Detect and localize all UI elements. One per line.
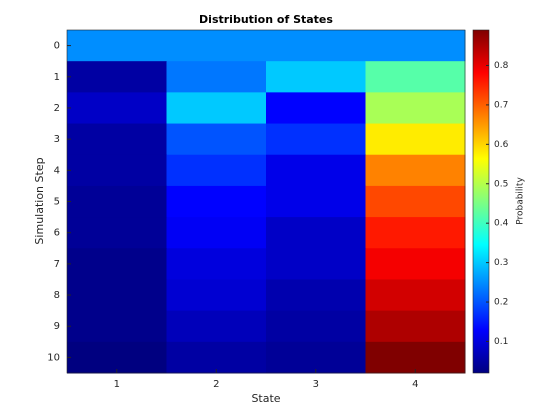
chart-title: Distribution of States [199, 13, 333, 26]
heatmap-cell [365, 341, 466, 374]
y-tick-label: 9 [54, 321, 60, 332]
x-tick-label: 2 [213, 379, 219, 390]
x-axis-label: State [251, 392, 280, 405]
plot-frame [66, 29, 466, 374]
heatmap-cell [365, 279, 466, 312]
y-axis-label: Simulation Step [33, 157, 46, 244]
heatmap-cell [365, 123, 466, 156]
heatmap-cell [67, 341, 167, 374]
heatmap-cell [266, 92, 366, 125]
heatmap-cell [67, 154, 167, 187]
colorbar [472, 29, 490, 374]
colorbar-label: Probability [516, 177, 526, 225]
heatmap-cell [266, 30, 366, 62]
x-tick-label: 3 [313, 379, 319, 390]
y-tick-label: 7 [54, 259, 60, 270]
heatmap-cell [365, 217, 466, 249]
heatmap-cell [67, 30, 167, 62]
heatmap-cell [166, 123, 267, 156]
heatmap-cell [266, 185, 366, 218]
heatmap-cell [365, 185, 466, 218]
x-tick-label: 1 [114, 379, 120, 390]
colorbar-tick-label: 0.3 [494, 258, 508, 268]
heatmap-cell [166, 92, 267, 125]
heatmap-cell [166, 61, 267, 93]
heatmap-cell [67, 279, 167, 312]
heatmap-cell [67, 217, 167, 249]
heatmap-cell [365, 92, 466, 125]
colorbar-tick-label: 0.6 [494, 140, 509, 150]
heatmap-cell [266, 123, 366, 156]
heatmap-cell [67, 310, 167, 343]
heatmap-cell [365, 310, 466, 343]
heatmap-cell [166, 341, 267, 374]
heatmap-cell [166, 154, 267, 187]
heatmap-cell [266, 279, 366, 312]
heatmap-cell [266, 61, 366, 93]
y-tick-label: 5 [54, 197, 60, 208]
colorbar-tick-label: 0.7 [494, 100, 508, 110]
colorbar-tick-label: 0.1 [494, 337, 508, 347]
heatmap-cell [365, 248, 466, 280]
heatmap-cell [67, 248, 167, 280]
colorbar-tick-label: 0.2 [494, 298, 508, 308]
heatmap-cell [67, 123, 167, 156]
heatmap-cell [266, 248, 366, 280]
x-tick-label: 4 [412, 379, 418, 390]
colorbar-tick-label: 0.4 [494, 219, 509, 229]
heatmap-cell [67, 61, 167, 93]
y-tick-label: 4 [54, 165, 60, 176]
heatmap-cell [166, 310, 267, 343]
y-tick-label: 6 [54, 228, 60, 239]
heatmap-cell [166, 279, 267, 312]
heatmap-cell [67, 185, 167, 218]
heatmap-cell [365, 154, 466, 187]
y-tick-label: 1 [54, 72, 60, 83]
heatmap-cell [166, 217, 267, 249]
heatmap-cell [266, 154, 366, 187]
heatmap-cell [266, 341, 366, 374]
colorbar-tick-label: 0.8 [494, 61, 509, 71]
y-tick-label: 2 [54, 103, 60, 114]
y-tick-label: 3 [54, 134, 60, 145]
heatmap-cell [166, 185, 267, 218]
y-tick-label: 10 [47, 352, 60, 363]
heatmap-cell [266, 217, 366, 249]
colorbar-tick-label: 0.5 [494, 179, 508, 189]
y-tick-label: 0 [54, 41, 60, 52]
heatmap-cell [166, 30, 267, 62]
heatmap-cell [67, 92, 167, 125]
heatmap-cell [365, 30, 466, 62]
heatmap-cell [166, 248, 267, 280]
heatmap-cell [365, 61, 466, 93]
heatmap-cell [266, 310, 366, 343]
y-tick-label: 8 [54, 290, 60, 301]
